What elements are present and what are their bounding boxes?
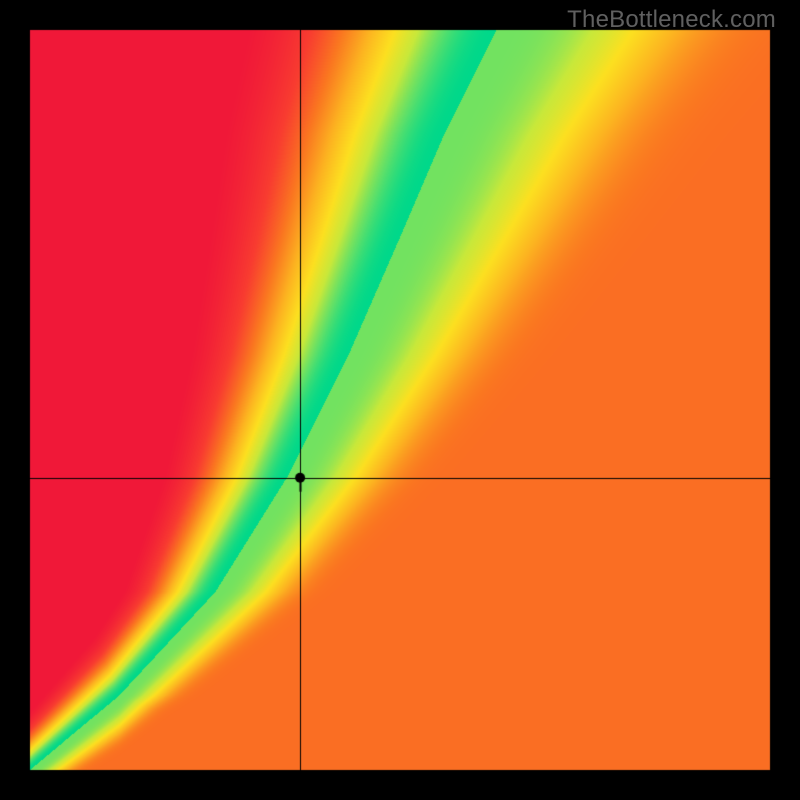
heatmap-canvas — [0, 0, 800, 800]
watermark-label: TheBottleneck.com — [567, 6, 776, 34]
chart-container: TheBottleneck.com — [0, 0, 800, 800]
